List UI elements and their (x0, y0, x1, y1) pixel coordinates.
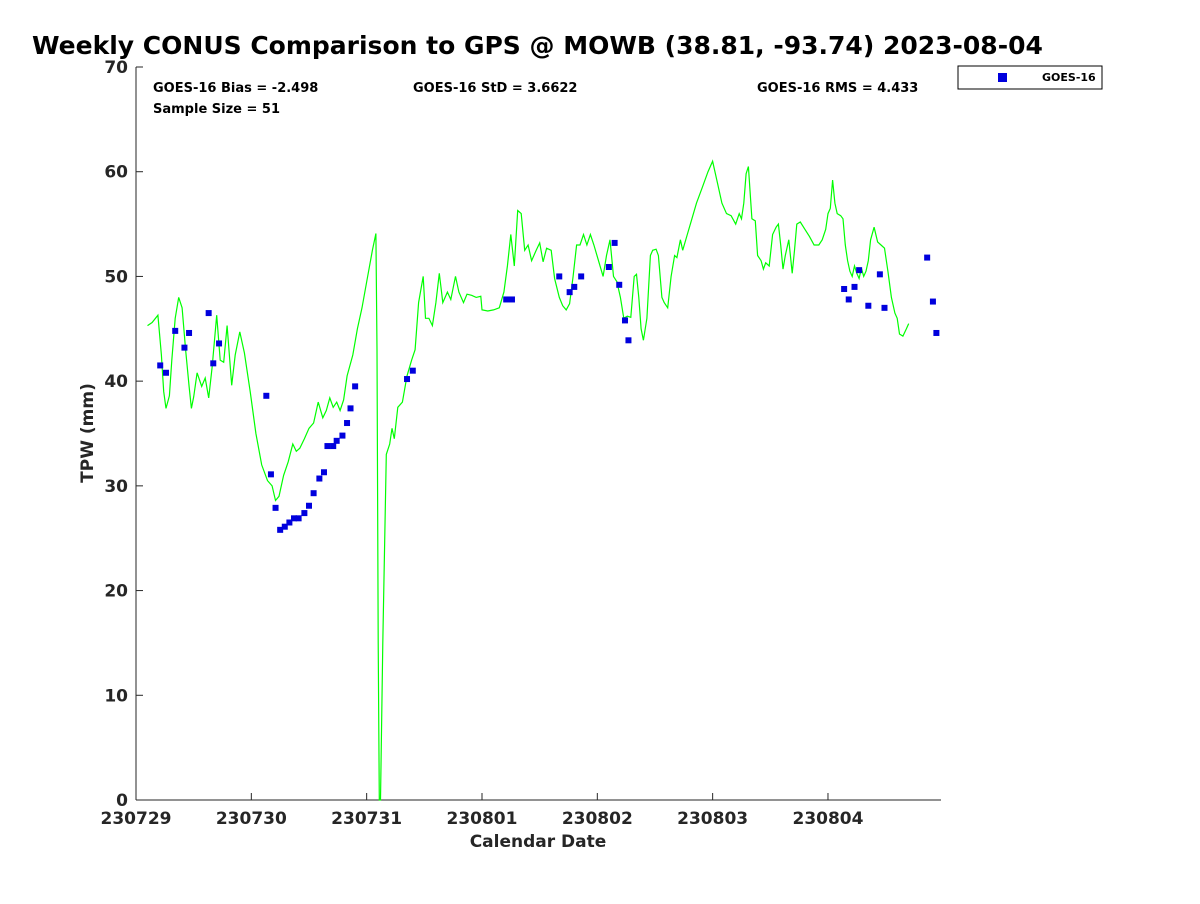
goes16-point (347, 405, 354, 412)
y-tick-label: 0 (116, 791, 128, 811)
goes16-point (352, 383, 359, 390)
goes16-point (409, 367, 416, 374)
goes16-point (924, 254, 931, 261)
goes16-point (320, 469, 327, 476)
goes16-point (291, 515, 298, 522)
x-tick-label: 230803 (677, 809, 748, 829)
goes16-point (205, 310, 212, 317)
goes16-point (339, 432, 346, 439)
goes16-point (344, 420, 351, 427)
goes16-point (556, 273, 563, 280)
goes16-point (281, 523, 288, 530)
goes16-point (277, 526, 284, 533)
goes16-point (625, 337, 632, 344)
goes16-point (301, 510, 308, 517)
x-axis-label: Calendar Date (470, 832, 607, 852)
goes16-point (933, 329, 940, 336)
goes16-point (566, 289, 573, 296)
goes16-point (621, 317, 628, 324)
goes16-point (324, 443, 331, 450)
stat-rms: GOES-16 RMS = 4.433 (757, 81, 918, 96)
goes16-point (616, 281, 623, 288)
goes16-point (172, 327, 179, 334)
y-axis-label: TPW (mm) (78, 383, 98, 483)
goes16-point (272, 504, 279, 511)
goes16-point (186, 329, 193, 336)
plot-area: 0 10 20 30 40 50 60 70 230729 230730 230731 230801 2… (101, 58, 941, 829)
y-tick-label: 30 (104, 477, 128, 497)
goes16-point (845, 296, 852, 303)
legend-box (957, 65, 1103, 90)
stat-sample-size: Sample Size = 51 (153, 102, 280, 117)
goes16-point (157, 362, 164, 369)
goes16-point (210, 360, 217, 367)
y-tick-label: 10 (104, 686, 128, 706)
x-tick-label: 230801 (446, 809, 517, 829)
legend: GOES-16 (957, 65, 1103, 90)
legend-label: GOES-16 (1042, 71, 1096, 84)
y-tick-label: 40 (104, 372, 128, 392)
goes16-point (571, 283, 578, 290)
y-tick-label: 50 (104, 267, 128, 287)
y-tick-label: 70 (104, 58, 128, 78)
goes16-point (162, 369, 169, 376)
stat-std: GOES-16 StD = 3.6622 (413, 81, 577, 96)
goes16-point (929, 298, 936, 305)
stat-bias: GOES-16 Bias = -2.498 (153, 81, 318, 96)
y-tick-label: 60 (104, 163, 128, 183)
x-tick-label: 230804 (792, 809, 863, 829)
goes16-point (216, 340, 223, 347)
goes16-point (876, 271, 883, 278)
goes16-point (605, 264, 612, 271)
x-tick-label: 230802 (562, 809, 633, 829)
goes16-point (404, 376, 411, 383)
y-tick-label: 20 (104, 582, 128, 602)
goes16-point (305, 502, 312, 509)
goes16-point (310, 490, 317, 497)
goes16-point (851, 283, 858, 290)
goes16-point (508, 296, 515, 303)
goes16-point (267, 471, 274, 478)
goes16-point (286, 519, 293, 526)
goes16-point (881, 304, 888, 311)
goes16-point (263, 392, 270, 399)
goes16-point (333, 437, 340, 444)
goes16-point (295, 515, 302, 522)
x-tick-label: 230731 (331, 809, 402, 829)
chart-title: Weekly CONUS Comparison to GPS @ MOWB (3… (32, 31, 1043, 60)
goes16-point (841, 285, 848, 292)
goes16-point (181, 344, 188, 351)
x-tick-label: 230730 (216, 809, 287, 829)
goes16-point (330, 443, 337, 450)
gps-tpw-line (147, 159, 910, 801)
x-tick-label: 230729 (101, 809, 172, 829)
goes16-point (578, 273, 585, 280)
goes16-point (503, 296, 510, 303)
legend-marker (998, 73, 1007, 82)
goes16-point (611, 239, 618, 246)
goes16-point (856, 267, 863, 274)
goes16-point (316, 475, 323, 482)
goes16-point (865, 302, 872, 309)
